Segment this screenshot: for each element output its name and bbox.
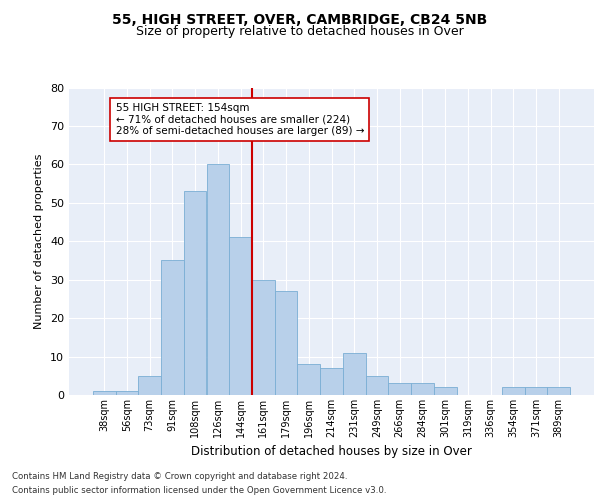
Text: Contains HM Land Registry data © Crown copyright and database right 2024.: Contains HM Land Registry data © Crown c… <box>12 472 347 481</box>
Bar <box>275 291 298 395</box>
Bar <box>547 388 570 395</box>
Bar <box>320 368 343 395</box>
Bar <box>206 164 229 395</box>
Bar <box>524 388 547 395</box>
Bar <box>252 280 275 395</box>
X-axis label: Distribution of detached houses by size in Over: Distribution of detached houses by size … <box>191 446 472 458</box>
Text: 55, HIGH STREET, OVER, CAMBRIDGE, CB24 5NB: 55, HIGH STREET, OVER, CAMBRIDGE, CB24 5… <box>112 12 488 26</box>
Text: Contains public sector information licensed under the Open Government Licence v3: Contains public sector information licen… <box>12 486 386 495</box>
Bar <box>161 260 184 395</box>
Bar <box>411 384 434 395</box>
Bar <box>139 376 161 395</box>
Text: 55 HIGH STREET: 154sqm
← 71% of detached houses are smaller (224)
28% of semi-de: 55 HIGH STREET: 154sqm ← 71% of detached… <box>116 103 364 136</box>
Bar <box>365 376 388 395</box>
Bar <box>93 391 116 395</box>
Text: Size of property relative to detached houses in Over: Size of property relative to detached ho… <box>136 25 464 38</box>
Bar <box>434 388 457 395</box>
Bar <box>388 384 411 395</box>
Bar <box>184 192 206 395</box>
Y-axis label: Number of detached properties: Number of detached properties <box>34 154 44 329</box>
Bar <box>229 238 252 395</box>
Bar <box>343 352 365 395</box>
Bar <box>298 364 320 395</box>
Bar <box>116 391 139 395</box>
Bar <box>502 388 524 395</box>
